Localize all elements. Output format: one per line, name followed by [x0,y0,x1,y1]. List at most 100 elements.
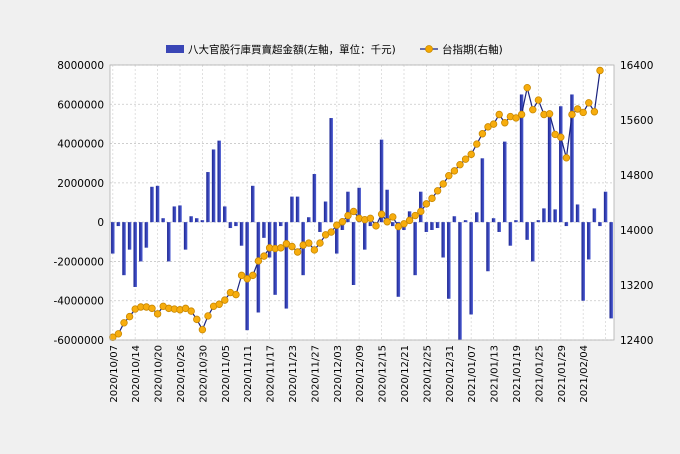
line-point [523,83,531,92]
x-tick-label: 2020/10/26 [176,345,187,403]
bar [284,222,289,309]
bar [570,94,574,223]
bar [514,220,518,223]
bar [183,222,188,250]
line-point [215,300,223,308]
line-point [344,211,352,220]
x-tick-label: 2020/10/07 [109,345,120,403]
legend[interactable]: 八大官股行庫買賣超金額(左軸，單位：千元) 台指期(右軸) [166,43,503,56]
line-point [411,211,419,220]
line-point [501,119,509,127]
bar [290,196,294,223]
bar [368,222,373,227]
line-point [545,110,554,118]
bar [307,217,311,223]
bar [447,222,451,299]
line-point [478,130,487,138]
line-point [277,244,285,252]
bar [116,222,121,227]
bar [463,220,468,223]
bar [575,204,580,223]
bar [195,218,199,223]
line-point [310,246,319,254]
left-tick-label: 2000000 [57,178,104,190]
bar [458,222,462,340]
bar [335,222,339,254]
bar [525,222,529,240]
line-point [456,160,464,169]
bar [228,222,233,229]
bar [150,186,154,223]
bar [469,222,473,315]
left-tick-label: -6000000 [53,335,104,347]
line-point [495,110,503,119]
left-tick-label: -4000000 [53,296,104,308]
legend-label-line: 台指期(右軸) [442,43,503,56]
line-point [473,140,481,148]
line-series [109,64,615,341]
line-point [579,108,587,117]
right-axis: 16400 15600 14800 14000 13200 12400 [620,60,653,347]
bar [542,208,546,223]
line-point [109,333,117,341]
bar [239,222,244,246]
x-tick-label: 2021/02/04 [579,345,590,403]
line-point [377,210,386,218]
line-point [232,290,240,299]
bar [475,212,479,223]
bar [262,222,266,238]
line-point [585,99,593,107]
line-point [400,220,408,228]
line-point [590,108,599,116]
line-point [193,315,201,324]
bar [172,206,177,223]
line-point [120,319,128,327]
bar [122,222,126,276]
left-tick-label: 0 [97,217,104,229]
left-tick-label: 4000000 [57,139,104,151]
line-point [445,171,453,180]
right-tick-label: 14800 [620,170,653,182]
bar [217,140,221,223]
bar [553,209,557,223]
line-point [428,194,436,203]
line-point [422,200,431,208]
line-point [148,304,156,313]
x-tick-label: 2021/01/13 [490,345,501,403]
line-point [288,242,296,251]
right-tick-label: 14000 [620,225,653,237]
line-point [338,218,347,226]
line-point [512,114,520,122]
bar [133,222,137,287]
line-point [198,325,207,334]
bar [279,222,283,227]
x-tick-label: 2021/01/29 [557,345,568,403]
line-point [293,248,302,256]
bar [357,187,361,223]
bar [200,220,205,223]
x-tick-label: 2020/11/11 [243,345,254,403]
line-point [596,66,604,75]
line-point [125,312,134,321]
line-point [187,307,195,315]
line-point [366,214,375,223]
bar [223,206,227,223]
x-tick-label: 2020/12/15 [378,345,389,403]
bar [234,222,238,227]
x-tick-label: 2020/11/27 [310,345,321,403]
bar [480,158,485,223]
line-point [114,330,123,338]
x-tick-label: 2020/10/14 [131,345,142,403]
left-tick-label: 6000000 [57,99,104,111]
bar [340,222,345,230]
bar [329,118,333,223]
x-tick-label: 2020/10/20 [154,345,165,403]
line-point [249,271,257,280]
line-point [573,105,582,113]
line-point [489,120,498,128]
line-point [333,221,341,229]
x-tick-label: 2020/12/31 [445,345,456,403]
bar [351,222,356,285]
